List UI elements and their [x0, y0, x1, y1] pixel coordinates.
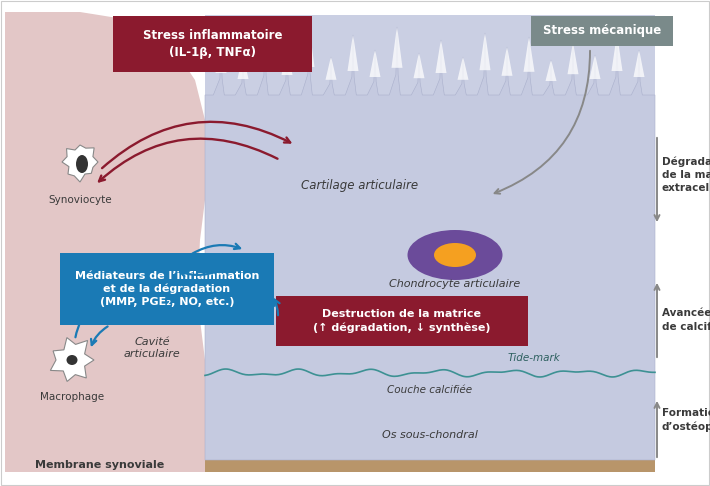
Bar: [205, 15, 655, 460]
Polygon shape: [435, 40, 447, 73]
Polygon shape: [281, 45, 293, 75]
FancyBboxPatch shape: [60, 253, 274, 325]
Polygon shape: [205, 25, 655, 460]
Text: Couche calcifiée: Couche calcifiée: [388, 385, 473, 395]
Polygon shape: [347, 35, 359, 71]
Text: Synoviocyte: Synoviocyte: [48, 195, 111, 205]
Polygon shape: [501, 47, 513, 76]
Text: Tide-mark: Tide-mark: [507, 353, 560, 363]
Polygon shape: [413, 53, 425, 78]
Polygon shape: [545, 60, 557, 81]
Polygon shape: [50, 338, 94, 382]
Polygon shape: [216, 40, 226, 73]
Polygon shape: [205, 389, 655, 472]
Text: Destruction de la matrice
(↑ dégradation, ↓ synthèse): Destruction de la matrice (↑ dégradation…: [313, 309, 491, 333]
Ellipse shape: [434, 243, 476, 267]
Polygon shape: [62, 145, 98, 182]
Polygon shape: [5, 12, 215, 472]
Text: Stress mécanique: Stress mécanique: [543, 24, 661, 37]
Polygon shape: [611, 35, 623, 71]
Polygon shape: [567, 43, 579, 74]
Polygon shape: [325, 57, 337, 80]
Text: Formation
d’ostéophytes: Formation d’ostéophytes: [662, 408, 710, 432]
Text: Cartilage articulaire: Cartilage articulaire: [302, 178, 419, 191]
Polygon shape: [238, 55, 248, 79]
Polygon shape: [391, 27, 403, 68]
Polygon shape: [259, 30, 271, 69]
Ellipse shape: [408, 230, 503, 280]
Polygon shape: [303, 25, 315, 67]
Polygon shape: [369, 50, 381, 77]
Polygon shape: [523, 37, 535, 72]
Text: Dégradation
de la matrice
extracellulaire: Dégradation de la matrice extracellulair…: [662, 156, 710, 193]
Text: Chondrocyte articulaire: Chondrocyte articulaire: [389, 279, 520, 289]
FancyBboxPatch shape: [276, 296, 528, 346]
Ellipse shape: [76, 155, 88, 173]
FancyBboxPatch shape: [531, 16, 673, 46]
Text: Stress inflammatoire
(IL-1β, TNFα): Stress inflammatoire (IL-1β, TNFα): [143, 29, 283, 59]
Text: Macrophage: Macrophage: [40, 392, 104, 402]
Text: Avancée du front
de calcification: Avancée du front de calcification: [662, 309, 710, 331]
FancyBboxPatch shape: [113, 16, 312, 72]
Ellipse shape: [67, 355, 77, 365]
Polygon shape: [633, 50, 645, 77]
Text: Os sous-chondral: Os sous-chondral: [382, 430, 478, 440]
Text: Médiateurs de l’inflammation
et de la dégradation
(MMP, PGE₂, NO, etc.): Médiateurs de l’inflammation et de la dé…: [75, 271, 259, 307]
Polygon shape: [479, 33, 491, 70]
Polygon shape: [457, 57, 469, 80]
Polygon shape: [589, 55, 601, 79]
Text: Membrane synoviale: Membrane synoviale: [36, 460, 165, 470]
Polygon shape: [205, 372, 655, 416]
Text: Cavité
articulaire: Cavité articulaire: [124, 337, 180, 359]
